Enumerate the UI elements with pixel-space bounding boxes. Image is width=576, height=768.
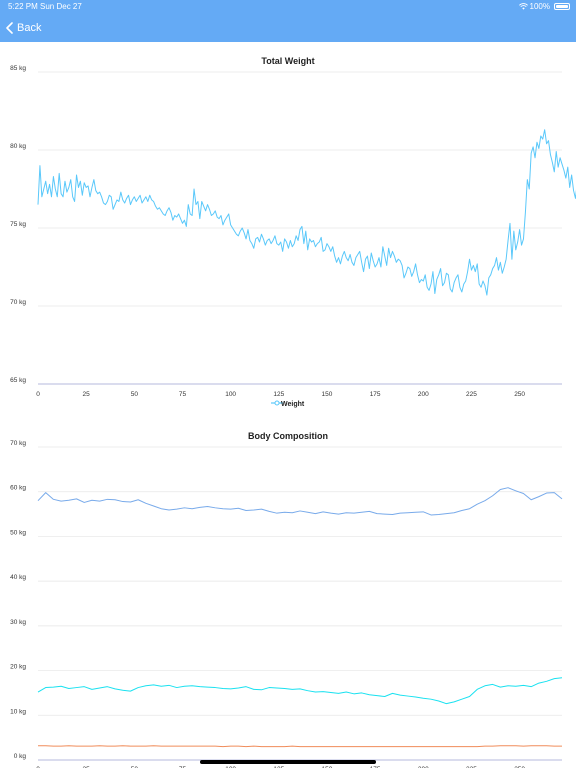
y-tick-label: 50 kg [10,529,26,536]
battery-icon [554,3,570,10]
x-tick-label: 100 [225,391,236,398]
back-button[interactable]: Back [6,18,41,38]
status-time-date: 5:22 PM Sun Dec 27 [8,2,82,11]
legend: Weight [271,400,305,408]
x-tick-label: 200 [418,766,429,768]
x-tick-label: 175 [370,391,381,398]
chart-title: Total Weight [261,56,314,66]
x-tick-label: 0 [36,766,40,768]
x-tick-label: 50 [131,766,139,768]
chart-title: Body Composition [248,431,328,441]
x-tick-label: 75 [179,766,187,768]
wifi-icon [519,3,528,10]
series-line [37,487,563,516]
total-weight-chart: Total Weight 65 kg 70 kg 75 kg 80 kg 85 kg 0 25… [10,56,576,408]
y-tick-label: 85 kg [10,65,26,72]
y-tick-label: 20 kg [10,664,26,671]
x-tick-label: 100 [225,766,236,768]
chevron-left-icon [6,22,13,34]
series-line [38,745,562,748]
x-tick-label: 150 [322,391,333,398]
y-tick-label: 10 kg [10,708,26,715]
y-tick-label: 70 kg [10,440,26,447]
battery-percent: 100% [529,2,550,11]
y-tick-label: 0 kg [14,753,27,760]
series-line [37,129,576,296]
x-tick-label: 125 [273,391,284,398]
home-indicator [200,760,376,764]
y-tick-label: 70 kg [10,299,26,306]
y-tick-label: 80 kg [10,143,26,150]
x-tick-label: 25 [83,391,91,398]
x-tick-label: 25 [83,766,91,768]
x-tick-label: 75 [179,391,187,398]
x-tick-label: 150 [322,766,333,768]
y-tick-label: 60 kg [10,485,26,492]
legend-swatch-marker [274,400,280,406]
legend-label: Weight [281,401,305,408]
x-tick-label: 250 [514,766,525,768]
y-tick-label: 75 kg [10,221,26,228]
x-tick-label: 125 [273,766,284,768]
back-label: Back [17,22,42,34]
x-tick-label: 200 [418,391,429,398]
x-tick-label: 250 [514,391,525,398]
y-tick-label: 40 kg [10,574,26,581]
x-tick-label: 50 [131,391,139,398]
body-composition-chart: Body Composition 0 kg 10 kg 20 kg 30 kg 40 kg… [10,431,563,768]
x-tick-label: 0 [36,391,40,398]
x-tick-label: 175 [370,766,381,768]
y-tick-label: 65 kg [10,377,26,384]
x-tick-label: 225 [466,766,477,768]
x-tick-label: 225 [466,391,477,398]
series-line [37,677,563,705]
y-tick-label: 30 kg [10,619,26,626]
navigation-header: 5:22 PM Sun Dec 27 100% Back [0,0,576,42]
